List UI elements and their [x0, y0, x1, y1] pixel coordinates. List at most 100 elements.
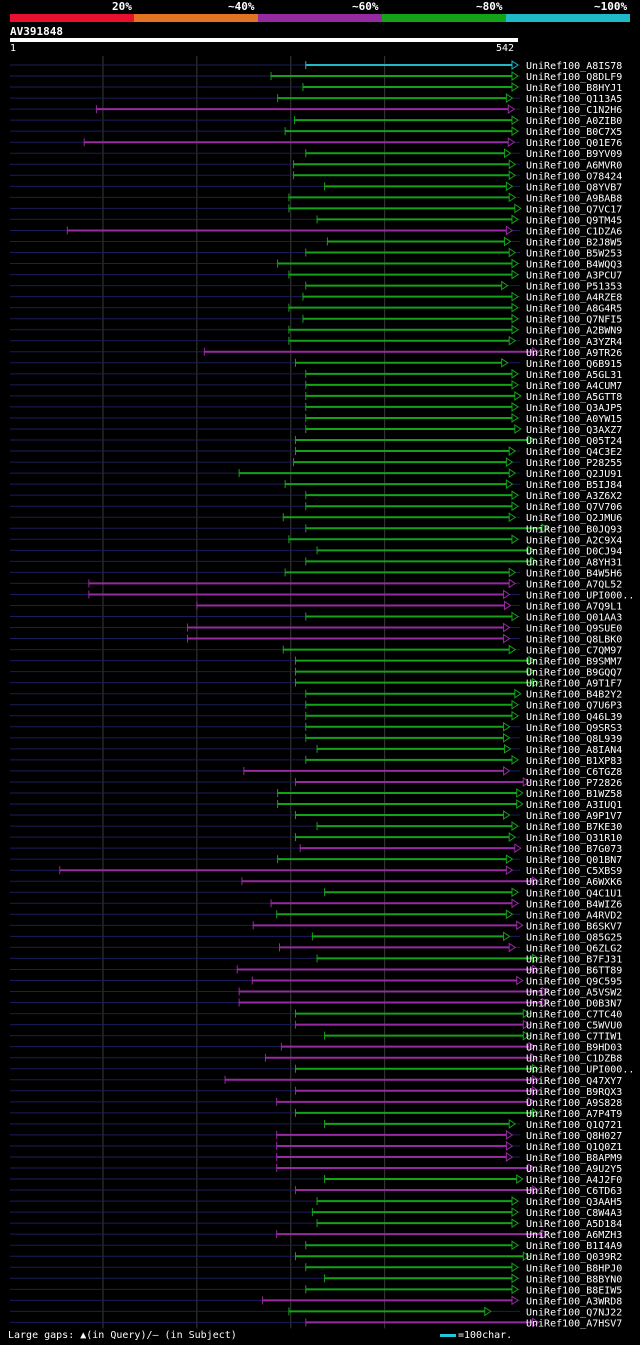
hit-label[interactable]: UniRef100_A5GL31	[526, 370, 622, 381]
hit-label[interactable]: UniRef100_C5XBS9	[526, 866, 622, 877]
hit-row[interactable]: UniRef100_A2C9X4	[10, 534, 622, 546]
hit-label[interactable]: UniRef100_B8APM9	[526, 1153, 622, 1164]
hit-row[interactable]: UniRef100_B8EIW5	[10, 1284, 622, 1296]
hit-row[interactable]: UniRef100_A3PCU7	[10, 269, 622, 282]
hit-row[interactable]: UniRef100_A7P4T9	[10, 1107, 622, 1120]
hit-row[interactable]: UniRef100_Q6ZLG2	[10, 942, 622, 954]
hit-label[interactable]: UniRef100_Q6B915	[526, 359, 622, 370]
hit-label[interactable]: UniRef100_Q9C595	[526, 976, 622, 987]
hit-label[interactable]: UniRef100_B1XP83	[526, 756, 622, 767]
hit-row[interactable]: UniRef100_A3Z6X2	[10, 490, 622, 502]
hit-label[interactable]: UniRef100_C1DZB8	[526, 1054, 622, 1065]
hit-label[interactable]: UniRef100_Q2JU91	[526, 469, 622, 480]
hit-label[interactable]: UniRef100_A7Q9L1	[526, 601, 622, 612]
hit-row[interactable]: UniRef100_P28255	[10, 457, 622, 469]
hit-label[interactable]: UniRef100_B7KE30	[526, 822, 622, 833]
hit-row[interactable]: UniRef100_B4WIZ6	[10, 898, 622, 910]
hit-row[interactable]: UniRef100_Q2JU91	[10, 468, 622, 480]
hit-label[interactable]: UniRef100_A5D184	[526, 1219, 622, 1230]
hit-label[interactable]: UniRef100_A9U2Y5	[526, 1164, 622, 1175]
hit-row[interactable]: UniRef100_Q2JMU6	[10, 512, 622, 524]
hit-row[interactable]: UniRef100_A8YH31	[10, 556, 622, 568]
hit-label[interactable]: UniRef100_Q7NJ22	[526, 1307, 622, 1318]
hit-row[interactable]: UniRef100_Q1Q721	[10, 1118, 622, 1131]
hit-row[interactable]: UniRef100_A7QL52	[10, 578, 622, 590]
hit-label[interactable]: UniRef100_A4J2F0	[526, 1175, 622, 1186]
hit-label[interactable]: UniRef100_A3WRD8	[526, 1296, 622, 1307]
hit-label[interactable]: UniRef100_UPI000..	[526, 590, 634, 601]
hit-row[interactable]: UniRef100_Q7NFI5	[10, 313, 622, 326]
hit-label[interactable]: UniRef100_A7HSV7	[526, 1318, 622, 1329]
hit-row[interactable]: UniRef100_B9GQQ7	[10, 666, 622, 679]
hit-row[interactable]: UniRef100_A6MVR0	[10, 159, 622, 171]
hit-label[interactable]: UniRef100_O78424	[526, 171, 622, 182]
hit-label[interactable]: UniRef100_Q1Q721	[526, 1120, 622, 1131]
hit-label[interactable]: UniRef100_A9S828	[526, 1098, 622, 1109]
hit-row[interactable]: UniRef100_B5W253	[10, 247, 622, 260]
hit-row[interactable]: UniRef100_Q3AJP5	[10, 401, 622, 414]
hit-label[interactable]: UniRef100_Q8H027	[526, 1131, 622, 1142]
hit-row[interactable]: UniRef100_C6TGZ8	[10, 765, 622, 778]
hit-row[interactable]: UniRef100_B1WZ58	[10, 788, 622, 800]
hit-row[interactable]: UniRef100_Q113A5	[10, 93, 622, 105]
hit-row[interactable]: UniRef100_Q7VC17	[10, 203, 622, 215]
hit-row[interactable]: UniRef100_P51353	[10, 280, 622, 293]
hit-row[interactable]: UniRef100_B8APM9	[10, 1152, 622, 1164]
hit-row[interactable]: UniRef100_A8IS78	[10, 60, 622, 72]
hit-row[interactable]: UniRef100_D0B3N7	[10, 997, 622, 1010]
hit-row[interactable]: UniRef100_B6TT89	[10, 964, 622, 976]
hit-label[interactable]: UniRef100_Q8LBK0	[526, 635, 622, 646]
hit-label[interactable]: UniRef100_B9YV09	[526, 149, 622, 160]
hit-row[interactable]: UniRef100_Q47XY7	[10, 1074, 622, 1087]
hit-label[interactable]: UniRef100_A4CUM7	[526, 381, 622, 392]
hit-label[interactable]: UniRef100_B8HYJ1	[526, 83, 622, 94]
hit-row[interactable]: UniRef100_UPI000..	[10, 1063, 634, 1076]
hit-row[interactable]: UniRef100_A8IAN4	[10, 743, 622, 756]
hit-row[interactable]: UniRef100_Q01AA3	[10, 611, 622, 624]
hit-row[interactable]: UniRef100_C5WVU0	[10, 1019, 622, 1032]
hit-row[interactable]: UniRef100_Q85G25	[10, 931, 622, 943]
hit-row[interactable]: UniRef100_B1XP83	[10, 754, 622, 767]
hit-label[interactable]: UniRef100_B7G073	[526, 844, 622, 855]
hit-label[interactable]: UniRef100_Q7U6P3	[526, 701, 622, 712]
hit-row[interactable]: UniRef100_Q8L939	[10, 732, 622, 745]
hit-row[interactable]: UniRef100_Q4C1U1	[10, 887, 622, 899]
hit-label[interactable]: UniRef100_P51353	[526, 282, 622, 293]
hit-row[interactable]: UniRef100_A9P1V7	[10, 810, 622, 822]
hit-label[interactable]: UniRef100_C7TIW1	[526, 1032, 622, 1043]
hit-row[interactable]: UniRef100_B7FJ31	[10, 953, 622, 965]
hit-row[interactable]: UniRef100_C5XBS9	[10, 865, 622, 877]
hit-label[interactable]: UniRef100_Q01E76	[526, 138, 622, 149]
hit-row[interactable]: UniRef100_Q01BN7	[10, 854, 622, 866]
hit-label[interactable]: UniRef100_A0ZIB0	[526, 116, 622, 127]
hit-row[interactable]: UniRef100_O78424	[10, 170, 622, 182]
hit-label[interactable]: UniRef100_A8IS78	[526, 61, 622, 72]
hit-label[interactable]: UniRef100_Q01BN7	[526, 855, 622, 866]
hit-row[interactable]: UniRef100_B8HPJ0	[10, 1262, 622, 1274]
hit-label[interactable]: UniRef100_A7P4T9	[526, 1109, 622, 1120]
hit-row[interactable]: UniRef100_B0JQ93	[10, 523, 622, 535]
hit-label[interactable]: UniRef100_B6TT89	[526, 965, 622, 976]
hit-row[interactable]: UniRef100_C7TC40	[10, 1008, 622, 1021]
hit-row[interactable]: UniRef100_B4WQQ3	[10, 258, 622, 271]
hit-row[interactable]: UniRef100_Q01E76	[10, 137, 622, 149]
hit-row[interactable]: UniRef100_B7G073	[10, 843, 622, 855]
hit-label[interactable]: UniRef100_B5W253	[526, 249, 622, 260]
hit-row[interactable]: UniRef100_Q4C3E2	[10, 446, 622, 458]
hit-label[interactable]: UniRef100_C1DZA6	[526, 226, 622, 237]
hit-row[interactable]: UniRef100_C1DZB8	[10, 1052, 622, 1065]
hit-label[interactable]: UniRef100_C7QM97	[526, 646, 622, 657]
hit-label[interactable]: UniRef100_A8YH31	[526, 557, 622, 568]
hit-row[interactable]: UniRef100_Q9TM45	[10, 214, 622, 226]
hit-label[interactable]: UniRef100_UPI000..	[526, 1065, 634, 1076]
hit-label[interactable]: UniRef100_A6MVR0	[526, 160, 622, 171]
hit-label[interactable]: UniRef100_D0B3N7	[526, 999, 622, 1010]
hit-label[interactable]: UniRef100_Q9SRS3	[526, 723, 622, 734]
hit-label[interactable]: UniRef100_A0YW15	[526, 414, 622, 425]
hit-row[interactable]: UniRef100_A5GTT8	[10, 390, 622, 403]
hit-row[interactable]: UniRef100_A8G4R5	[10, 302, 622, 315]
hit-label[interactable]: UniRef100_Q01AA3	[526, 613, 622, 624]
hit-label[interactable]: UniRef100_B9SMM7	[526, 657, 622, 668]
hit-row[interactable]: UniRef100_Q9SRS3	[10, 721, 622, 734]
hit-row[interactable]: UniRef100_C6TD63	[10, 1185, 622, 1197]
